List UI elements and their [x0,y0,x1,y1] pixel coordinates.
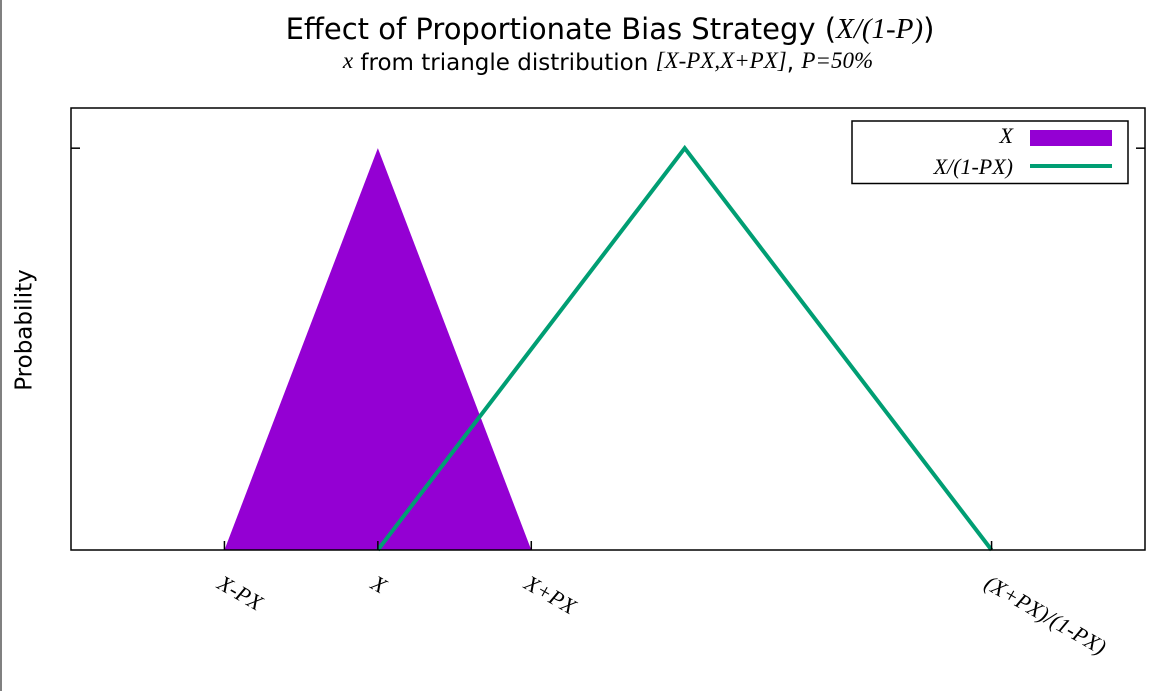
legend-label: X/(1-PX) [933,154,1013,179]
subtitle-part: x [342,48,354,73]
x-tick-label: X+PX [519,570,581,621]
title-part: X/(1-P) [835,13,923,45]
title-part: ) [923,12,934,46]
subtitle-part: from triangle distribution [353,50,656,76]
x-tick-label: X [366,570,392,600]
subtitle-part: P=50% [800,48,873,73]
x-tick-label: (X+PX)/(1-PX) [981,570,1111,660]
x-tick-label: X-PX [213,570,269,617]
chart-title: Effect of Proportionate Bias Strategy (X… [286,12,935,46]
y-axis-label: Probability [12,269,38,391]
subtitle-part: , [787,50,802,76]
legend-label: X [999,123,1015,148]
subtitle-part: [X-PX,X+PX] [656,48,787,73]
line [376,144,994,552]
title-part: Effect of Proportionate Bias Strategy ( [286,12,837,46]
legend-swatch [1030,130,1112,146]
area [224,148,532,550]
chart-subtitle: x from triangle distribution [X-PX,X+PX]… [342,48,873,75]
plot-frame [70,107,1146,551]
